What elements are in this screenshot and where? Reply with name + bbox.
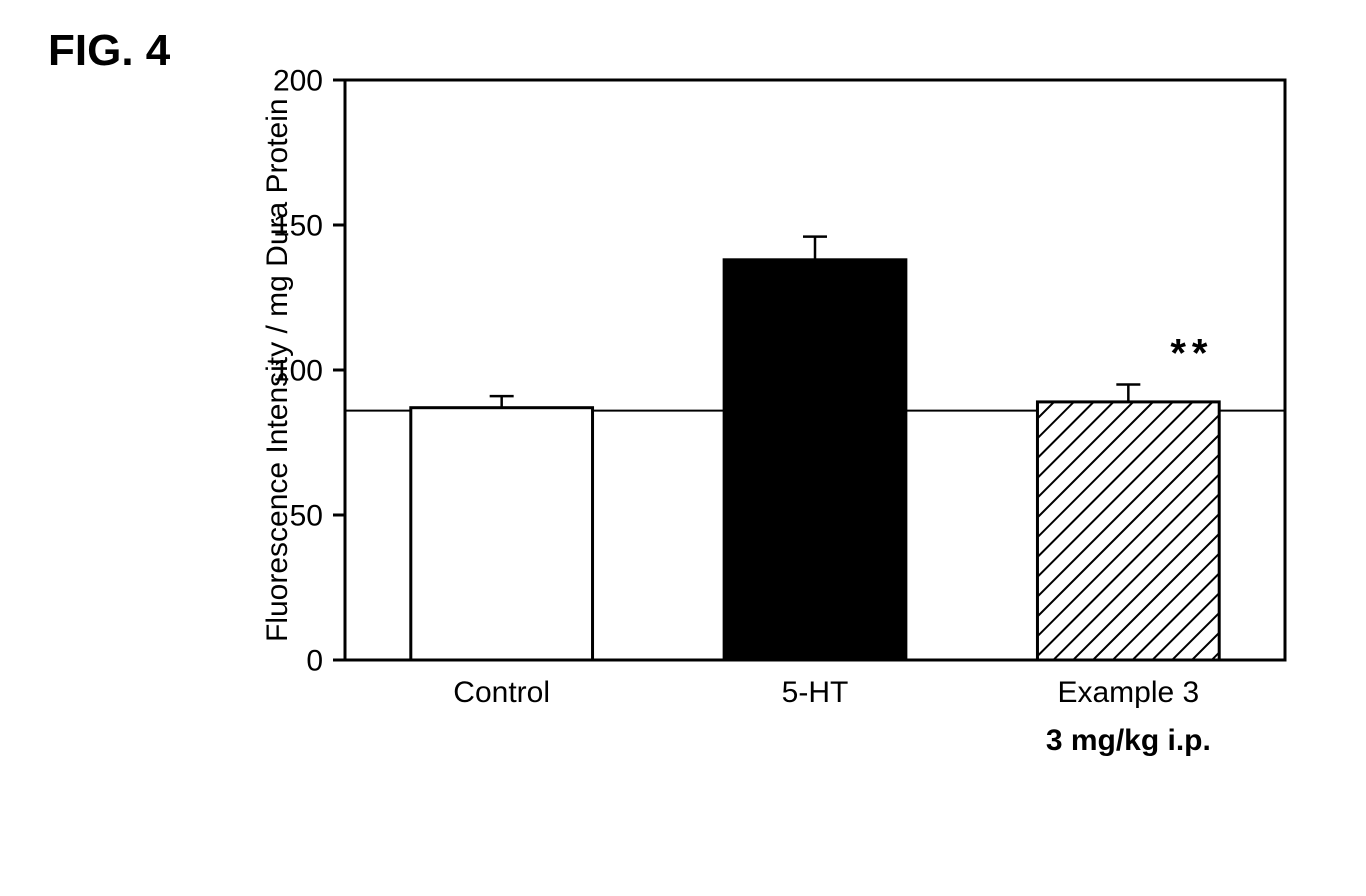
significance-annotation: **	[1170, 332, 1213, 376]
figure-label: FIG. 4	[48, 26, 170, 76]
bar	[724, 260, 906, 660]
category-label: 5-HT	[782, 676, 849, 709]
category-sublabel: 3 mg/kg i.p.	[1046, 724, 1211, 757]
bar	[1037, 402, 1219, 660]
bar-chart: Fluorescence Intensity / mg Dura Protein…	[255, 60, 1305, 790]
bar	[411, 408, 593, 660]
y-tick-label: 200	[273, 65, 323, 98]
chart-svg: Control5-HT**Example 33 mg/kg i.p.050100…	[255, 60, 1305, 790]
y-axis-label: Fluorescence Intensity / mg Dura Protein	[261, 98, 295, 642]
figure-container: FIG. 4 Fluorescence Intensity / mg Dura …	[0, 0, 1366, 896]
category-label: Control	[453, 676, 550, 709]
y-tick-label: 0	[306, 645, 323, 678]
category-label: Example 3	[1057, 676, 1199, 709]
